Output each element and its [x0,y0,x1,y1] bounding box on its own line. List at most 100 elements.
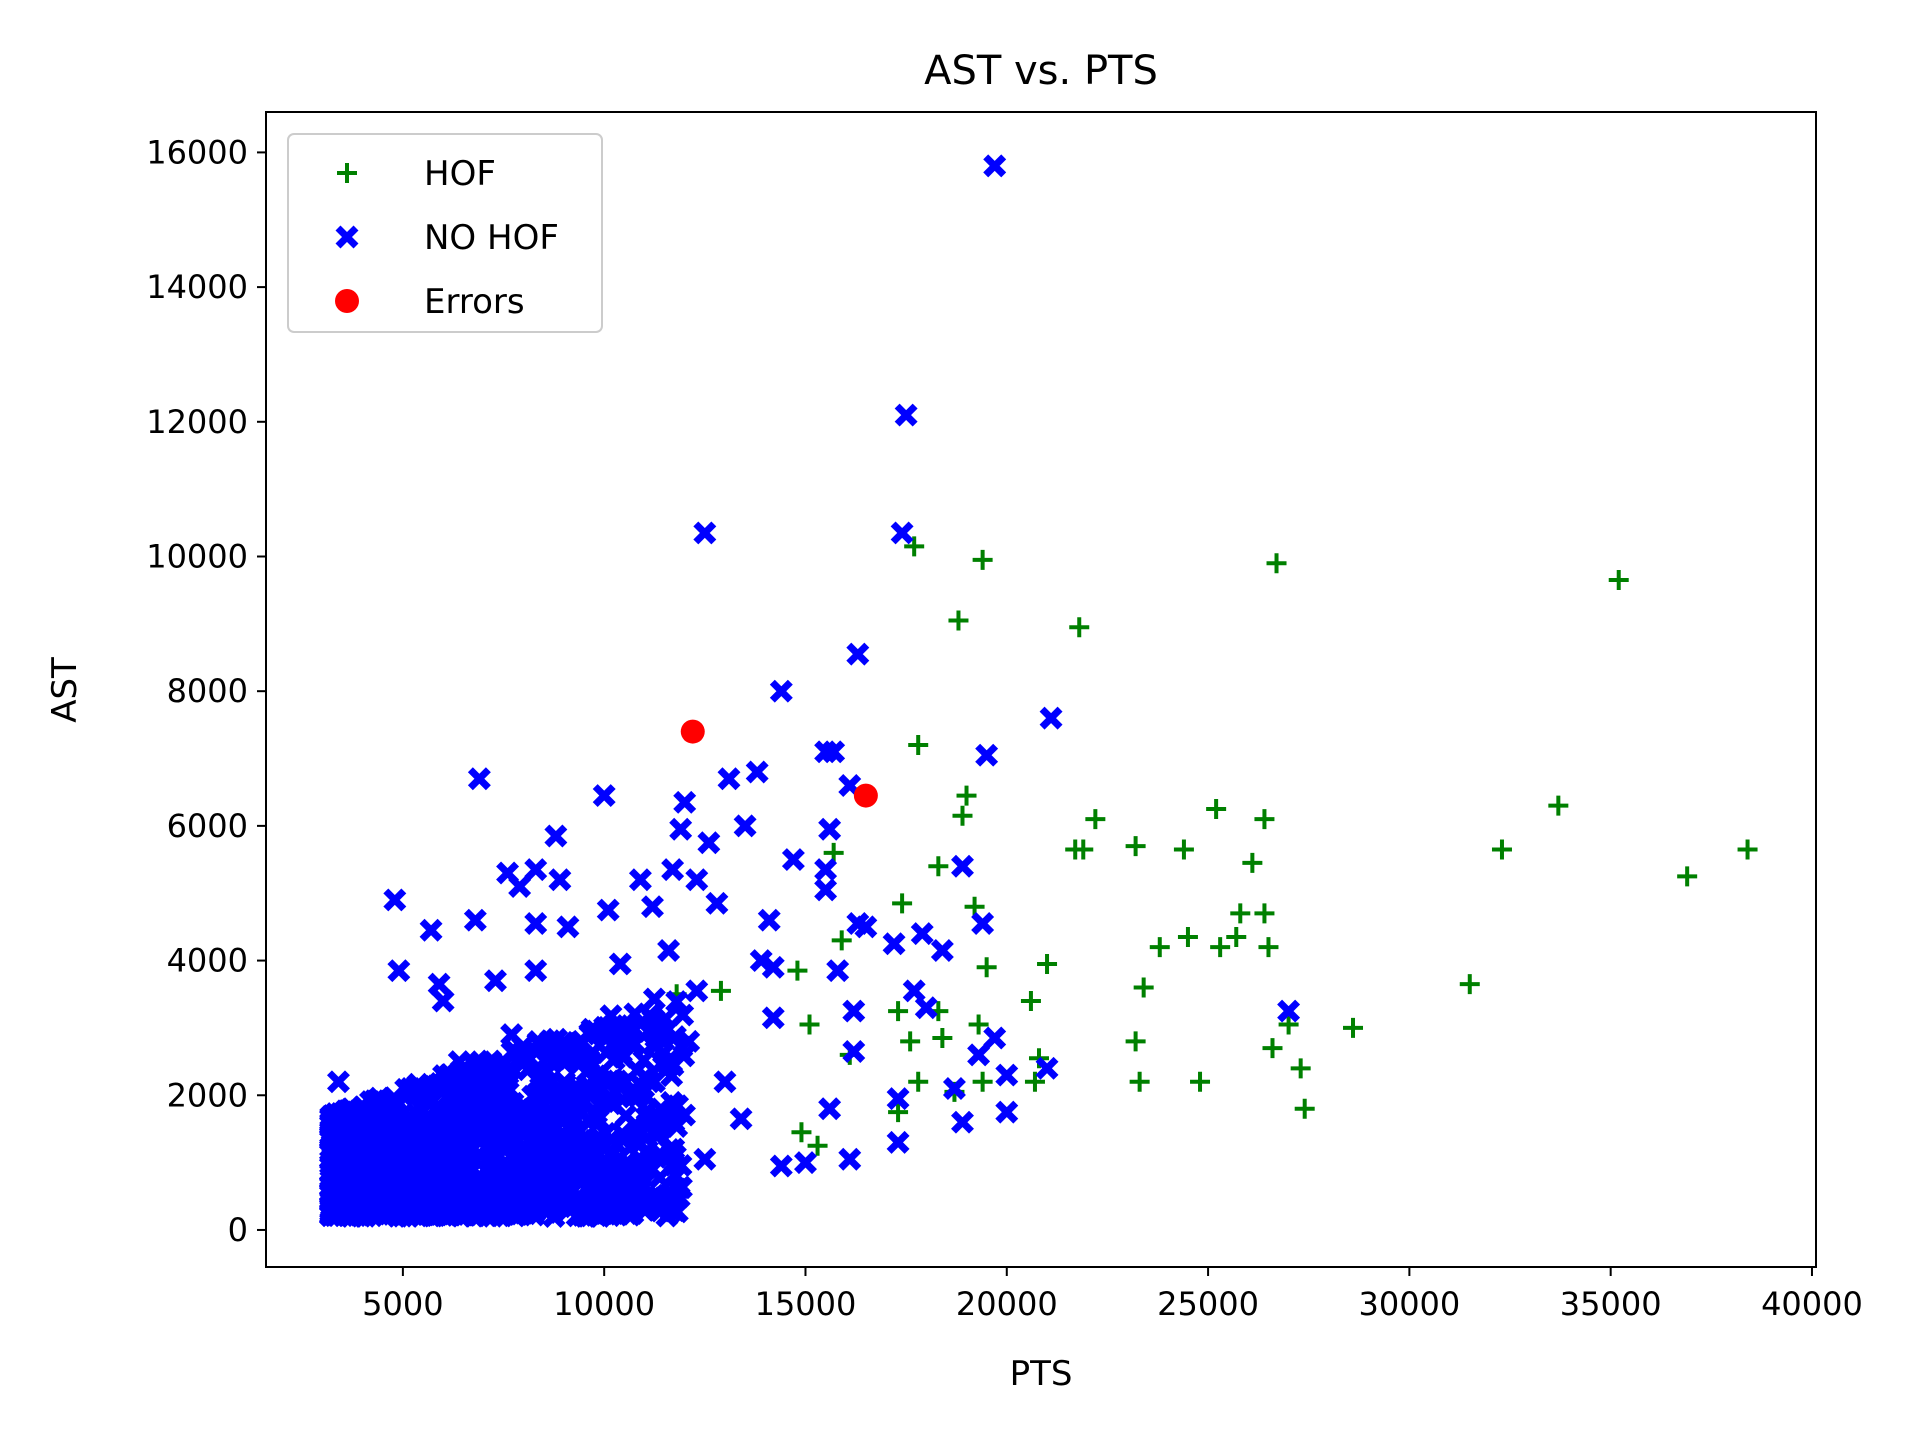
point-no-hof [446,1078,470,1102]
x-axis-label: PTS [1010,1354,1073,1394]
point-hof [968,1014,989,1035]
point-hof [948,610,969,631]
point-no-hof [669,817,693,841]
point-no-hof [951,1110,974,1134]
point-no-hof [407,1195,431,1219]
legend-marker-no-hof [335,225,359,249]
point-no-hof [665,1177,689,1201]
point-no-hof [487,1090,511,1114]
point-no-hof [555,1088,579,1112]
point-hof [1242,852,1263,873]
point-no-hof [495,1163,519,1187]
point-hof [831,930,852,951]
point-no-hof [967,1043,991,1067]
y-tick-label: 4000 [167,942,248,980]
point-no-hof [697,831,721,855]
point-no-hof [612,1045,636,1069]
point-no-hof [532,1064,556,1087]
point-no-hof [814,878,838,902]
point-no-hof [465,1094,489,1118]
point-hof [972,1071,993,1092]
point-no-hof [677,1029,701,1053]
point-hof [1737,839,1758,860]
legend-label-no-hof: NO HOF [424,218,559,258]
point-no-hof [729,1107,753,1131]
point-no-hof [693,1147,717,1171]
point-hof [807,1135,828,1156]
point-no-hof [661,858,685,882]
point-no-hof [533,1174,557,1198]
point-no-hof [383,888,407,912]
x-tick-label: 40000 [1761,1285,1863,1323]
point-no-hof [663,1025,687,1049]
point-no-hof [693,521,717,545]
point-hof [1254,809,1275,830]
point-no-hof [450,1131,474,1155]
point-no-hof [413,1160,437,1184]
point-no-hof [447,1050,471,1074]
point-hof [1230,903,1251,924]
point-no-hof [842,1040,866,1063]
point-no-hof [524,912,548,936]
point-no-hof [582,1187,606,1211]
point-no-hof [983,1026,1007,1050]
point-no-hof [650,1051,674,1075]
point-no-hof [354,1153,378,1177]
point-no-hof [894,403,918,427]
point-no-hof [469,1111,493,1135]
point-no-hof [507,1182,531,1206]
point-no-hof [628,868,652,892]
point-no-hof [530,1127,554,1151]
point-no-hof [659,1199,683,1223]
point-no-hof [477,1057,501,1081]
y-tick-label: 16000 [146,133,248,171]
point-hof [1210,937,1231,958]
y-tick-label: 10000 [146,537,248,575]
point-no-hof [942,1077,966,1101]
point-no-hof [467,767,491,791]
x-tick-label: 15000 [755,1285,857,1323]
point-no-hof [522,1203,546,1227]
point-hof [1125,836,1146,857]
point-no-hof [620,1174,644,1198]
chart-title: AST vs. PTS [924,48,1158,94]
point-no-hof [463,908,487,932]
point-no-hof [614,1104,638,1128]
point-hof [1020,990,1041,1011]
point-no-hof [376,1138,400,1162]
point-no-hof [335,1169,359,1193]
point-no-hof [890,521,914,545]
y-tick-label: 6000 [167,807,248,845]
point-no-hof [910,922,934,946]
point-no-hof [657,938,681,962]
point-no-hof [914,996,938,1020]
point-no-hof [430,1124,454,1148]
point-no-hof [318,1174,342,1198]
point-no-hof [585,1101,609,1125]
point-no-hof [826,959,850,983]
point-no-hof [624,1079,648,1103]
point-no-hof [548,868,572,892]
point-no-hof [514,1145,538,1169]
point-no-hof [323,1138,347,1162]
point-no-hof [371,1103,395,1127]
legend-marker-hof [337,163,357,183]
point-hof [1226,927,1247,947]
y-tick-label: 12000 [146,403,248,441]
point-no-hof [660,1142,684,1166]
point-no-hof [592,784,616,808]
y-axis-label: AST [45,657,85,723]
point-hof [928,856,949,877]
point-no-hof [586,1022,610,1046]
legend-item-hof: HOF [337,154,496,194]
y-tick-label: 0 [228,1211,248,1249]
x-tick-label: 30000 [1358,1285,1460,1323]
point-hof [1258,937,1279,958]
point-no-hof [544,824,568,848]
point-no-hof [352,1132,376,1156]
point-hof [972,549,993,570]
point-no-hof [745,760,769,784]
point-no-hof [331,1117,354,1141]
point-no-hof [564,1137,588,1161]
